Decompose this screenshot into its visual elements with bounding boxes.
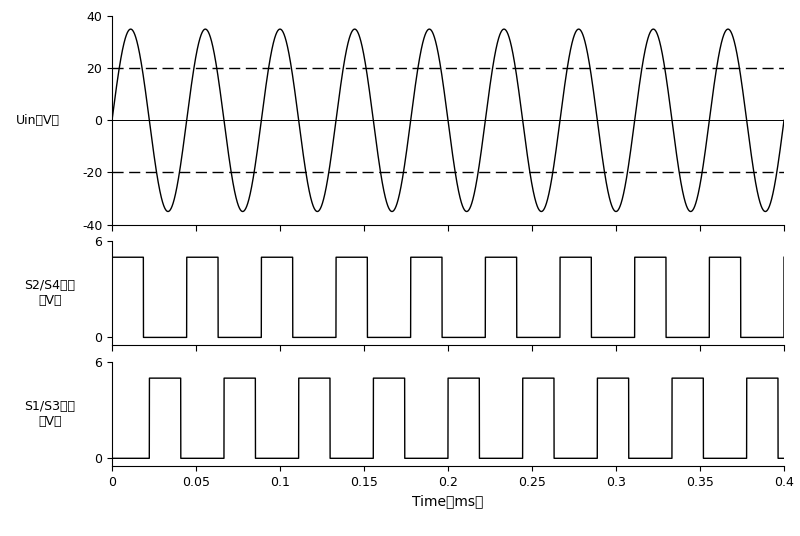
Y-axis label: Uin（V）: Uin（V） xyxy=(15,114,59,127)
X-axis label: Time（ms）: Time（ms） xyxy=(412,495,484,509)
Y-axis label: S2/S4触发
（V）: S2/S4触发 （V） xyxy=(24,279,75,307)
Y-axis label: S1/S3触发
（V）: S1/S3触发 （V） xyxy=(24,400,75,428)
